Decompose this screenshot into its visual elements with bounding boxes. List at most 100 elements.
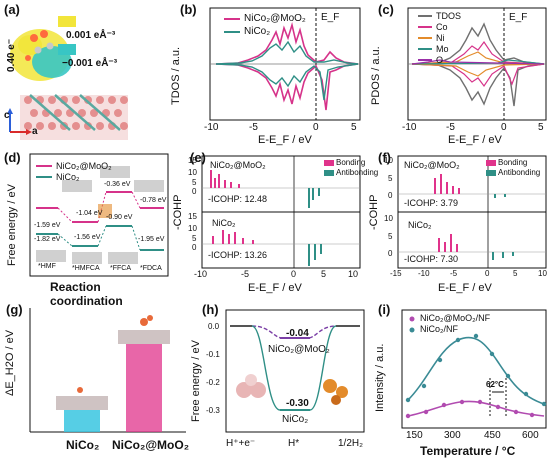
panel-label-e: (e) [190,150,206,165]
legend-label-1: NiCo₂ [244,26,271,37]
bottom-icohp-value: -ICOHP: 7.30 [404,254,459,264]
value-bottom: -0.30 [286,398,309,409]
plot-frame-bottom [201,211,361,269]
x-tick-0: 150 [406,430,423,441]
legend-label-1: NiCo₂ [56,172,80,182]
pdos-curve-tdos [411,22,545,65]
legend-swatch-0 [486,160,496,166]
cluster-model [323,379,348,405]
x-tick-2: 450 [484,430,501,441]
legend-neg-label: −0.001 eÅ⁻³ [62,58,118,69]
panel-b: (b) NiCo₂@MoO₂ NiCo₂ E_F TDOS / a.u. -10… [168,0,368,148]
x-axis-label: Reaction coordination [50,280,123,308]
panel-label-g: (g) [6,302,23,317]
legend-label-0: Bonding [498,158,528,167]
energy-value-6: -0.90 eV [106,214,133,221]
panel-label-f: (f) [378,150,391,165]
bonding-bars-top [210,170,240,188]
step-label-0: *HMF [38,263,56,270]
bottom-icohp-value: -ICOHP: 13.26 [208,250,268,260]
category-label-1: NiCo₂@MoO₂ [112,438,190,452]
label-top: NiCo₂@MoO₂ [268,344,330,355]
antibonding-bars-bottom [492,252,514,260]
legend-swatch-1 [409,327,415,333]
legend-swatch-1 [486,170,496,176]
energy-levels-nico2-moo2 [36,191,164,223]
peak-shift-annotation: 62°C [486,380,504,389]
curve-nico2-nf [407,336,545,405]
y-tick-top-0: 10 [384,156,393,165]
x-axis-label: E-E_F / eV [248,282,302,294]
x-axis-label: E-E_F / eV [258,134,312,146]
x-tick-1: H* [288,438,300,449]
legend-label-1: Co [436,22,448,32]
y-tick-0: 0.0 [208,322,220,331]
antibonding-bars-bottom [308,244,322,266]
legend-label-4: O [436,55,444,65]
bonding-bars-bottom [212,230,254,244]
y-axis-label: Intensity / a.u. [374,343,386,412]
top-structure-name: NiCo₂@MoO₂ [210,160,266,170]
tdos-chart [209,7,361,121]
panel-label-b: (b) [180,2,197,17]
energy-value-5: -1.56 eV [74,234,101,241]
top-icohp-value: -ICOHP: 3.79 [404,198,459,208]
x-tick-2: 0 [501,122,507,133]
x-tick-1: -5 [241,269,250,279]
y-axis-label: Free energy / eV [6,184,18,266]
pdos-curve-mo [411,59,545,65]
pdos-curve-co [411,40,545,65]
top-icohp-value: -ICOHP: 12.48 [208,194,268,204]
legend-label-1: Antibonding [498,168,541,177]
y-tick-2: -0.2 [206,378,220,387]
plot-frame-bottom [397,211,547,269]
fermi-label: E_F [509,12,528,23]
x-tick-3: 600 [522,430,539,441]
dos-curve-nico2-down [215,63,359,101]
legend-label-0: NiCo₂@MoO₂ [56,161,112,171]
antibonding-bars-top [494,194,506,198]
legend-swatch-1 [324,170,334,176]
cohp-chart-f [397,155,547,269]
dos-curve-nico2-up [215,40,359,65]
step-label-1: *HMFCA [72,265,100,272]
slab-model [236,374,266,398]
panel-i: (i) NiCo₂@MoO₂/NF NiCo₂/NF 62°C Intensit… [368,300,550,462]
value-top: -0.04 [286,328,309,339]
plot-frame [401,309,547,429]
legend-label-3: Mo [436,44,449,54]
panel-label-c: (c) [378,2,394,17]
legend-label-0: TDOS [436,11,462,21]
x-tick-2: -5 [450,269,458,278]
panel-e: (e) Bonding Antibonding NiCo₂@MoO₂ -ICOH… [172,148,378,298]
panel-d: (d) NiCo₂@MoO₂ N [0,148,172,308]
x-tick-5: 10 [538,269,547,278]
energy-value-4: -1.82 eV [34,236,61,243]
antibonding-bars-top [308,188,320,208]
y-tick-bottom-1: 10 [188,224,197,233]
tpd-chart [401,309,547,429]
panel-f: (f) Bonding Antibonding NiCo₂@MoO₂ -ICOH… [368,148,550,298]
legend-swatch-0 [324,160,334,166]
y-axis-label: TDOS / a.u. [170,46,182,105]
y-tick-bottom-1: 5 [388,232,393,241]
bottom-structure-name: NiCo₂ [408,220,432,230]
her-free-energy-chart [225,309,365,433]
category-label-0: NiCo₂ [66,438,100,452]
y-tick-bottom-2: 5 [192,234,197,243]
energy-levels-nico2 [36,225,164,251]
markers-nico2-nf [405,333,547,407]
fermi-label: E_F [321,12,340,23]
intermediate-structures [36,166,164,264]
step-label-3: *FDCA [140,265,162,272]
panel-label-d: (d) [4,150,21,165]
y-tick-bottom-3: 0 [192,243,197,252]
x-tick-3: 0 [485,269,490,278]
alloy-slab [20,94,128,140]
structure-model-nico2-moo2 [118,315,170,344]
plot-frame [29,153,169,277]
x-tick-3: 5 [351,122,357,133]
cohp-chart-e [201,155,361,269]
energy-value-3: -1.59 eV [34,222,61,229]
x-tick-4: 5 [513,269,518,278]
